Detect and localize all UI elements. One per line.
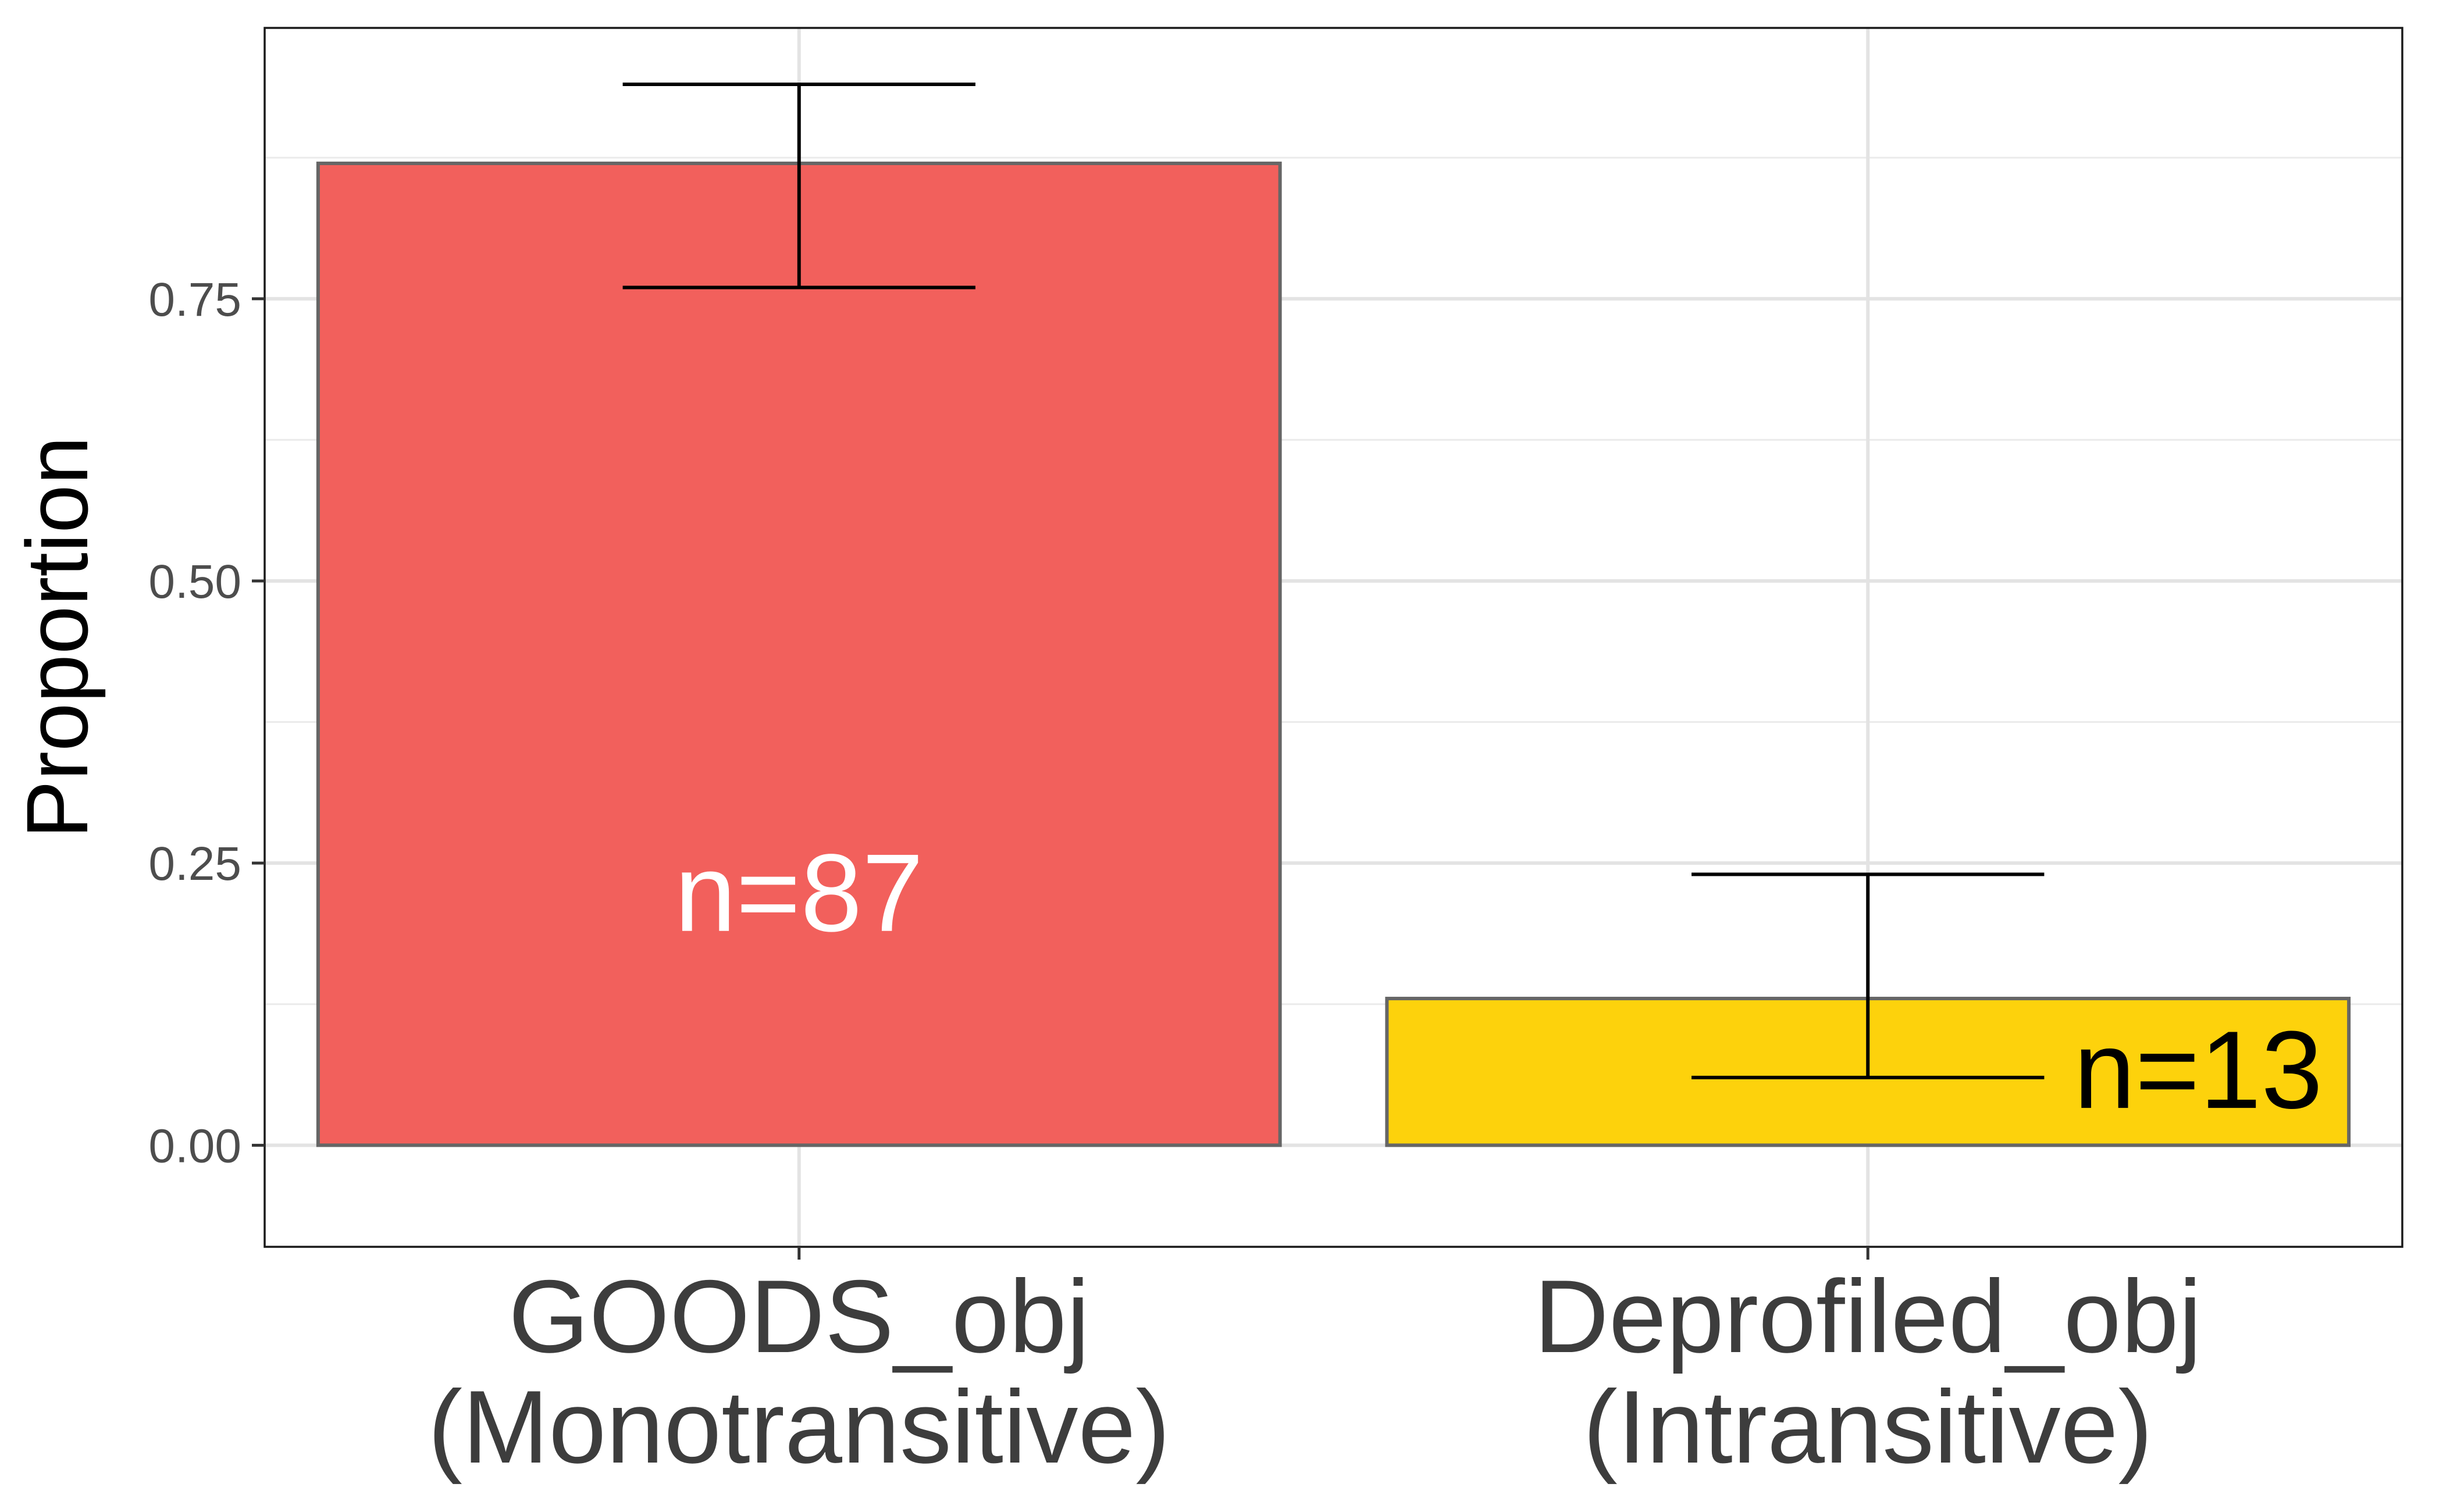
x-tick-label: Deprofiled_obj bbox=[1534, 1258, 2202, 1374]
y-tick-label: 0.25 bbox=[148, 837, 241, 890]
bar-count-label: n=87 bbox=[675, 832, 924, 955]
x-tick-label: (Monotransitive) bbox=[428, 1369, 1170, 1485]
y-tick-label: 0.50 bbox=[148, 555, 241, 608]
x-tick-label: GOODS_obj bbox=[508, 1258, 1089, 1374]
y-tick-label: 0.00 bbox=[148, 1119, 241, 1172]
bar-labels: n=87 n=13 bbox=[675, 832, 2323, 1132]
x-tick-label: (Intransitive) bbox=[1583, 1369, 2153, 1485]
bar bbox=[316, 161, 1282, 1147]
bars bbox=[316, 161, 2351, 1147]
bar-count-label: n=13 bbox=[2074, 1008, 2323, 1132]
y-axis-title: Proportion bbox=[8, 436, 106, 839]
error-bars bbox=[622, 83, 2045, 1079]
plot-panel-border bbox=[263, 27, 2403, 1248]
axes: 0.00 0.25 0.50 0.75 GOODS_obj(Monotransitive… bbox=[148, 273, 2202, 1485]
y-tick-label: 0.75 bbox=[148, 273, 241, 326]
